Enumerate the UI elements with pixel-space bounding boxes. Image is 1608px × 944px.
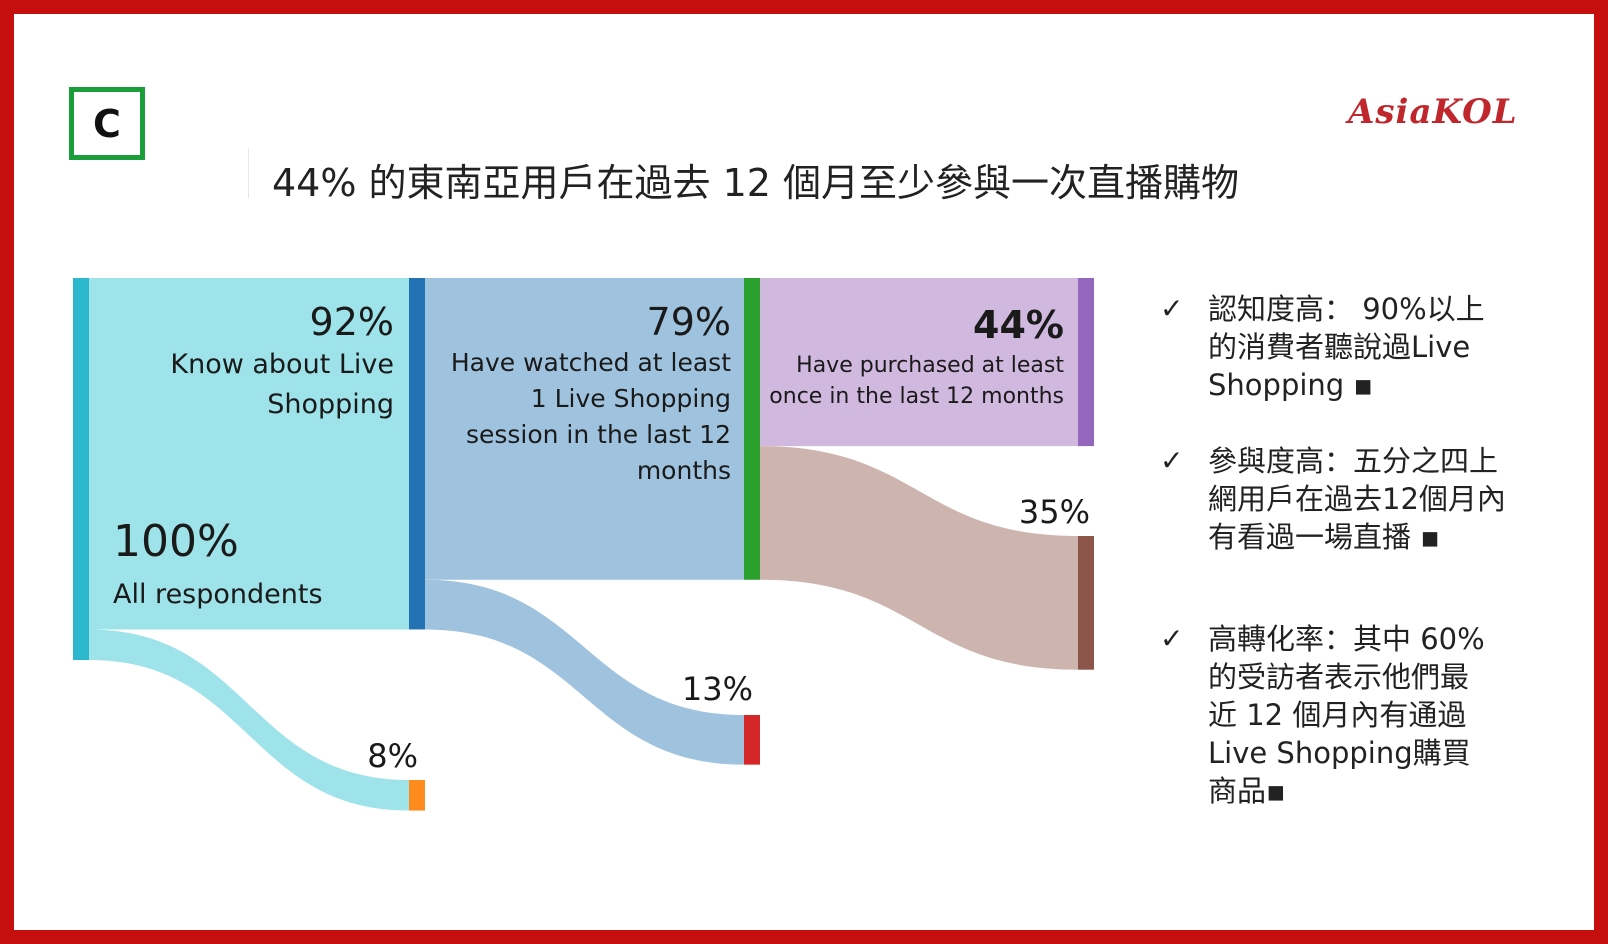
link-watched-to-purchased [760, 278, 1078, 447]
label-purchased-percent: 44% [973, 303, 1064, 347]
note-awareness-text: 認知度高： 90%以上 的消費者聽說過Live Shopping ▪ [1208, 290, 1548, 404]
note-line: 有看過一場直播 ▪ [1208, 520, 1440, 554]
check-icon: ✓ [1160, 444, 1184, 477]
note-conversion-text: 高轉化率：其中 60% 的受訪者表示他們最 近 12 個月內有通過 Live S… [1208, 620, 1548, 810]
node-bar-not-watched [744, 715, 760, 765]
note-conversion: ✓ 高轉化率：其中 60% 的受訪者表示他們最 近 12 個月內有通過 Live… [1160, 620, 1548, 810]
node-bar-watched [744, 278, 760, 580]
note-line: 近 12 個月內有通過 [1208, 698, 1467, 732]
asiakol-logo: AsiaKOL [1348, 92, 1518, 132]
label-all-percent: 100% [113, 516, 239, 567]
label-watched-percent: 79% [647, 300, 731, 344]
label-not-purchased-percent: 35% [1019, 493, 1090, 531]
note-line: Live Shopping購買 [1208, 736, 1471, 770]
note-line: 的消費者聽說過Live [1208, 330, 1471, 364]
title-divider [248, 148, 249, 198]
label-not-watched-percent: 13% [682, 670, 753, 708]
panel-label: C [69, 87, 145, 160]
chart-title: 44% 的東南亞用戶在過去 12 個月至少參與一次直播購物 [272, 161, 1240, 205]
node-bar-know [409, 278, 425, 630]
label-watched-text: Have watched at least [451, 348, 731, 377]
note-line: 高轉化率：其中 60% [1208, 622, 1485, 656]
note-engagement: ✓ 參與度高：五分之四上 網用戶在過去12個月內 有看過一場直播 ▪ [1160, 442, 1548, 556]
node-bar-purchased [1078, 278, 1094, 447]
note-engagement-text: 參與度高：五分之四上 網用戶在過去12個月內 有看過一場直播 ▪ [1208, 442, 1548, 556]
label-purchased-text: Have purchased at least [796, 353, 1064, 378]
link-all-to-not-know [89, 629, 409, 811]
note-line: 網用戶在過去12個月內 [1208, 482, 1506, 516]
link-know-to-watched [425, 278, 744, 580]
node-bar-not-purchased [1078, 536, 1094, 670]
note-line: 的受訪者表示他們最 [1208, 660, 1470, 694]
note-awareness: ✓ 認知度高： 90%以上 的消費者聽說過Live Shopping ▪ [1160, 290, 1548, 404]
check-icon: ✓ [1160, 622, 1184, 655]
link-all-to-know [89, 278, 409, 630]
panel-label-text: C [93, 101, 121, 146]
note-line: 參與度高：五分之四上 [1208, 444, 1499, 478]
label-know-text: Know about Live [170, 349, 394, 380]
label-know-text: Shopping [267, 389, 394, 420]
label-watched-text: months [637, 456, 731, 485]
label-all-text: All respondents [113, 579, 323, 610]
link-know-to-not-watched [425, 579, 744, 765]
link-watched-to-not-purchased [760, 446, 1078, 670]
label-not-know-percent: 8% [367, 737, 418, 775]
node-bar-all [73, 278, 89, 660]
label-purchased-text: once in the last 12 months [769, 384, 1064, 409]
node-bar-not-know [409, 780, 425, 811]
label-watched-text: 1 Live Shopping [531, 384, 731, 413]
check-icon: ✓ [1160, 292, 1184, 325]
label-watched-text: session in the last 12 [466, 420, 731, 449]
note-line: Shopping ▪ [1208, 368, 1374, 402]
note-line: 商品▪ [1208, 774, 1286, 808]
note-line: 認知度高： 90%以上 [1208, 292, 1485, 326]
label-know-percent: 92% [310, 300, 394, 344]
